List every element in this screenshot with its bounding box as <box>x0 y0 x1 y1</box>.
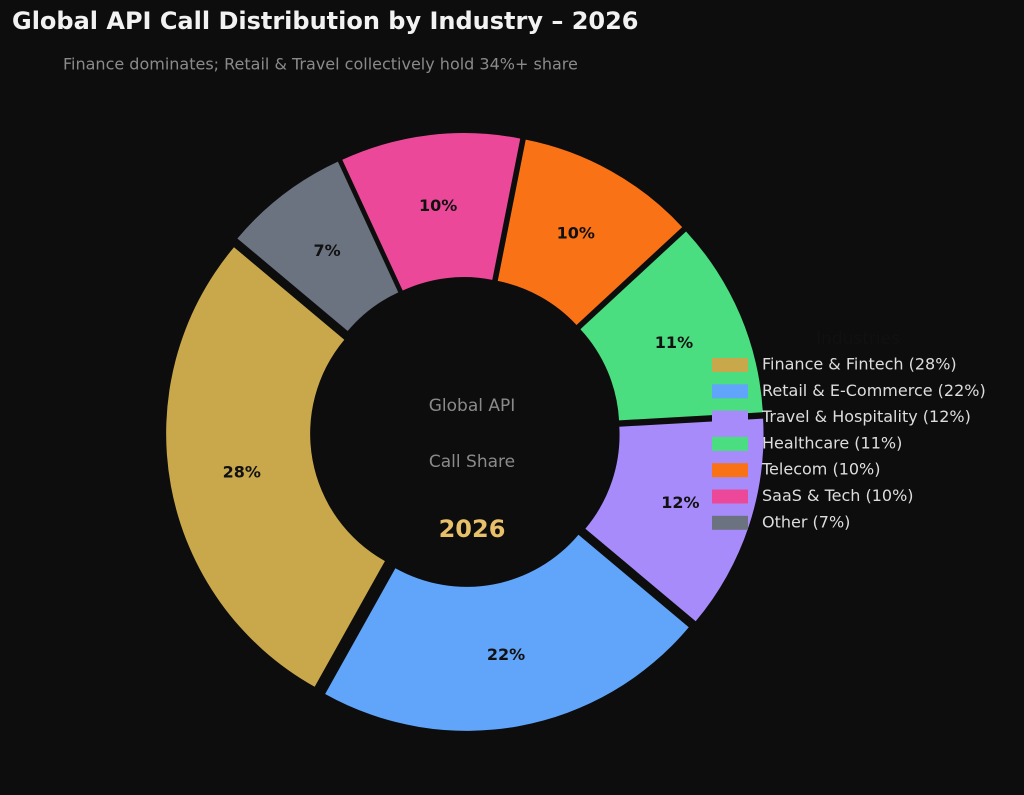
legend-swatch <box>712 358 748 372</box>
legend-swatch <box>712 489 748 504</box>
center-year: 2026 <box>439 515 506 543</box>
legend-swatch <box>712 436 748 451</box>
legend-swatch <box>712 410 748 425</box>
legend-label: Healthcare (11%) <box>762 433 902 452</box>
donut-slice <box>237 161 399 332</box>
legend-label: Telecom (10%) <box>761 460 881 479</box>
slice-label: 28% <box>223 462 261 481</box>
donut-slice <box>580 231 763 421</box>
slice-label: 12% <box>661 493 699 512</box>
legend-swatch <box>712 515 748 530</box>
center-text: Global API <box>429 396 516 416</box>
donut-slice <box>342 133 521 291</box>
legend-swatch <box>712 384 748 399</box>
legend-label: SaaS & Tech (10%) <box>762 486 914 505</box>
slice-label: 22% <box>487 645 525 664</box>
legend-swatch <box>712 463 748 478</box>
slice-label: 11% <box>655 333 693 352</box>
legend-label: Retail & E-Commerce (22%) <box>762 381 986 400</box>
chart-subtitle: Finance dominates; Retail & Travel colle… <box>63 55 578 74</box>
donut-slice <box>497 139 683 325</box>
legend-label: Travel & Hospitality (12%) <box>761 407 971 426</box>
slice-label: 7% <box>314 241 341 260</box>
donut-slice <box>166 247 385 687</box>
chart-title: Global API Call Distribution by Industry… <box>12 7 639 35</box>
slice-label: 10% <box>557 223 595 242</box>
legend-label: Other (7%) <box>762 512 850 531</box>
donut-slice <box>325 534 689 731</box>
legend-label: Finance & Fintech (28%) <box>762 355 957 374</box>
slice-label: 10% <box>419 196 457 215</box>
legend-title: Industries <box>816 329 900 349</box>
center-text: Call Share <box>429 452 515 472</box>
